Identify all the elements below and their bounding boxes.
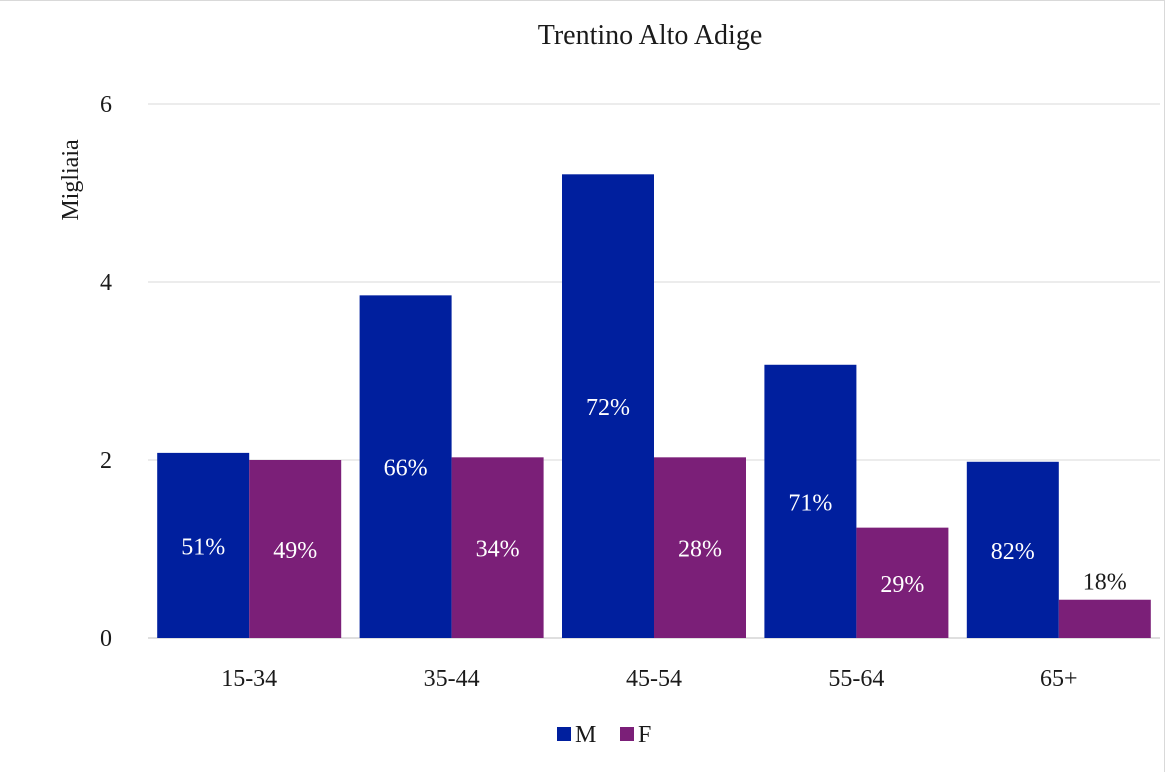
bar-data-label: 34% (476, 537, 520, 563)
bar-data-label: 29% (880, 572, 924, 598)
bar-data-label: 28% (678, 537, 722, 563)
y-tick-label: 0 (100, 626, 112, 652)
bar-data-label: 71% (788, 490, 832, 516)
bar-data-label: 66% (384, 456, 428, 482)
legend-label-f: F (638, 722, 651, 748)
bar-data-label: 72% (586, 395, 630, 421)
bar-m-55-64 (764, 364, 857, 638)
x-tick-label: 65+ (1040, 666, 1078, 692)
chart-title: Trentino Alto Adige (538, 20, 763, 51)
bar-f-65+ (1058, 599, 1151, 638)
bar-data-label: 18% (1083, 570, 1127, 596)
legend-swatch-m (557, 727, 571, 741)
x-tick-label: 35-44 (424, 666, 480, 692)
bar-data-label: 82% (991, 539, 1035, 565)
y-tick-labels: 0 2 4 6 (100, 92, 112, 652)
bar-f-35-44 (451, 457, 544, 638)
bar-f-45-54 (654, 457, 746, 638)
bar-m-65+ (966, 461, 1059, 638)
y-tick-label: 4 (100, 270, 112, 296)
legend-swatch-f (620, 727, 634, 741)
bar-f-55-64 (856, 527, 949, 638)
legend-label-m: M (575, 722, 596, 748)
x-tick-labels: 15-34 35-44 45-54 55-64 65+ (221, 666, 1077, 692)
x-tick-label: 45-54 (626, 666, 682, 692)
y-tick-label: 6 (100, 92, 112, 118)
x-tick-label: 55-64 (828, 666, 884, 692)
bars (157, 174, 1151, 638)
y-tick-label: 2 (100, 448, 112, 474)
bar-f-15-34 (249, 460, 342, 638)
bar-data-labels: 51% 49% 66% 34% 72% 28% 71% 29% 82% 18% (181, 395, 1127, 598)
bar-m-15-34 (157, 452, 250, 638)
bar-data-label: 51% (181, 534, 225, 560)
y-axis-label: Migliaia (58, 139, 84, 221)
x-tick-label: 15-34 (221, 666, 277, 692)
bar-m-35-44 (359, 295, 452, 638)
bar-m-45-54 (562, 174, 654, 638)
bar-data-label: 49% (273, 538, 317, 564)
